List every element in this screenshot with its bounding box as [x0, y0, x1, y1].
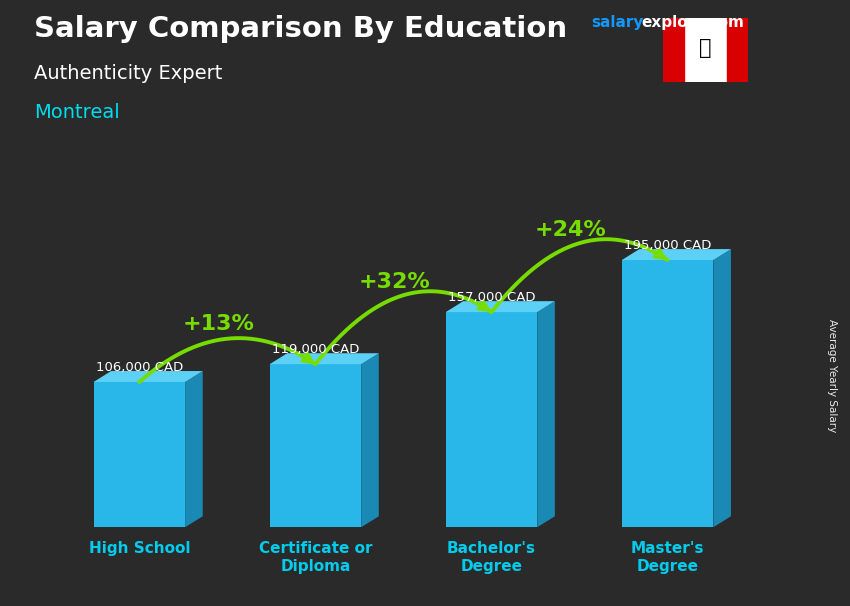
Polygon shape [269, 353, 379, 364]
Text: Average Yearly Salary: Average Yearly Salary [827, 319, 837, 432]
Polygon shape [94, 371, 202, 382]
Bar [684, 18, 727, 82]
Polygon shape [185, 371, 202, 527]
Bar [727, 18, 748, 82]
Bar [663, 18, 684, 82]
Text: 119,000 CAD: 119,000 CAD [272, 344, 359, 356]
Text: 157,000 CAD: 157,000 CAD [448, 291, 536, 304]
Text: .com: .com [704, 15, 745, 30]
Text: +24%: +24% [535, 220, 607, 240]
Polygon shape [94, 382, 185, 527]
Text: Salary Comparison By Education: Salary Comparison By Education [34, 15, 567, 43]
Text: explorer: explorer [642, 15, 714, 30]
Text: 195,000 CAD: 195,000 CAD [624, 239, 711, 252]
Polygon shape [621, 260, 713, 527]
Text: 🍁: 🍁 [700, 38, 711, 58]
Polygon shape [445, 301, 555, 312]
Polygon shape [361, 353, 379, 527]
Text: 106,000 CAD: 106,000 CAD [96, 361, 183, 374]
Polygon shape [445, 312, 537, 527]
Text: +32%: +32% [359, 272, 430, 292]
Text: salary: salary [591, 15, 643, 30]
Polygon shape [537, 301, 555, 527]
Text: Montreal: Montreal [34, 103, 120, 122]
Polygon shape [621, 249, 731, 260]
Polygon shape [713, 249, 731, 527]
Text: Authenticity Expert: Authenticity Expert [34, 64, 223, 82]
Polygon shape [269, 364, 361, 527]
Text: +13%: +13% [183, 314, 254, 334]
